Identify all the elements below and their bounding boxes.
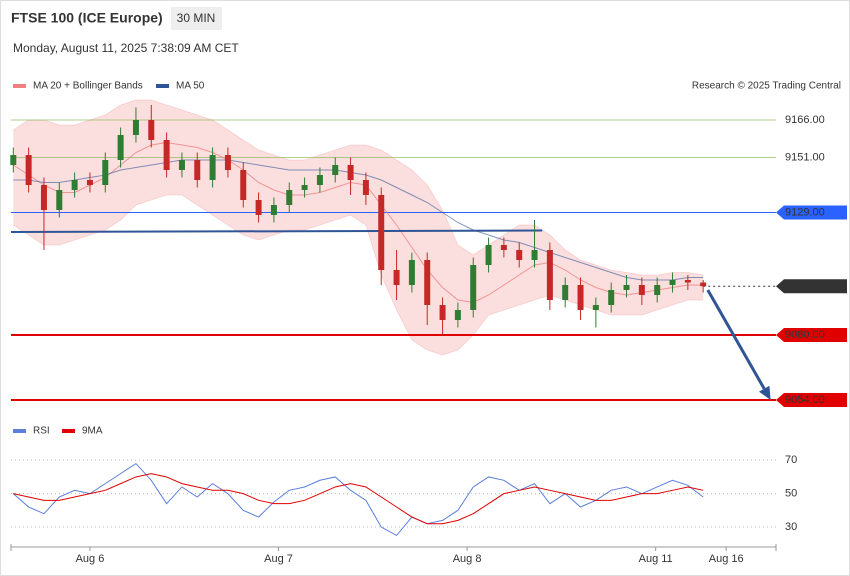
- y-tick-label: 30: [785, 521, 797, 533]
- candle-body: [40, 185, 47, 210]
- ma-line: [13, 159, 704, 281]
- band-edge: [13, 99, 704, 276]
- level-box: [776, 205, 847, 220]
- legend-swatch: [156, 84, 169, 88]
- candle-body: [301, 185, 308, 190]
- x-tick-label: Aug 11: [639, 553, 673, 565]
- chart-title: FTSE 100 (ICE Europe): [11, 10, 163, 26]
- candle-body: [194, 160, 201, 180]
- candle-body: [500, 245, 507, 250]
- candle-body: [347, 165, 354, 180]
- candle-body: [332, 165, 339, 175]
- rsi-line: [13, 473, 704, 525]
- level-label: 9099.50: [785, 280, 825, 292]
- x-tick-label: Aug 8: [453, 553, 482, 565]
- candle-body: [117, 135, 124, 160]
- level-label: 9166.00: [785, 114, 825, 126]
- candle-body: [485, 245, 492, 265]
- candle-body: [608, 290, 615, 305]
- x-tick-label: Aug 6: [76, 553, 105, 565]
- credit: Research © 2025 Trading Central: [692, 81, 841, 92]
- candle-body: [516, 250, 523, 260]
- candle-body: [378, 195, 385, 270]
- level-label: 9151.00: [785, 151, 825, 163]
- candle-body: [669, 280, 676, 285]
- level-box: [776, 328, 847, 342]
- candle-body: [255, 200, 262, 215]
- legend-swatch: [62, 429, 75, 433]
- candle-body: [408, 260, 415, 285]
- candle-body: [424, 260, 431, 305]
- candle-body: [439, 305, 446, 320]
- candle-body: [178, 160, 185, 170]
- legend-label: 9MA: [82, 426, 103, 437]
- candle-body: [638, 285, 645, 295]
- candle-body: [470, 265, 477, 310]
- candle-body: [10, 155, 17, 165]
- level-label: 9080.00: [785, 329, 825, 341]
- candle-body: [684, 280, 691, 283]
- x-tick-label: Aug 16: [709, 553, 744, 565]
- legend-swatch: [13, 429, 26, 433]
- candle-body: [562, 285, 569, 300]
- bollinger-band: [13, 100, 704, 355]
- rsi-line: [12, 462, 704, 537]
- interval: 30 MIN: [177, 11, 216, 25]
- level-box: [776, 393, 847, 407]
- forecast-arrow: [706, 289, 766, 390]
- interval-box: [171, 7, 222, 30]
- level-box: [776, 279, 847, 294]
- candle-body: [577, 285, 584, 310]
- y-tick-label: 50: [785, 488, 797, 500]
- candle-body: [623, 285, 630, 290]
- level-label: 9129.00: [785, 206, 825, 218]
- level-label: 9054.00: [785, 394, 825, 406]
- candle-body: [56, 190, 63, 210]
- candle-body: [592, 305, 599, 310]
- candle-body: [86, 180, 93, 185]
- candle-body: [270, 205, 277, 215]
- candle-body: [132, 120, 139, 135]
- candle-body: [148, 120, 155, 140]
- candle-body: [546, 250, 553, 300]
- candle-body: [654, 285, 661, 295]
- candle-body: [454, 310, 461, 320]
- x-tick-label: Aug 7: [264, 553, 293, 565]
- candle-body: [286, 190, 293, 205]
- legend-label: RSI: [33, 426, 50, 437]
- candle-body: [316, 175, 323, 185]
- arrow-head: [758, 385, 771, 400]
- legend-swatch: [13, 84, 26, 88]
- trendline: [10, 229, 543, 233]
- y-tick-label: 70: [785, 454, 797, 466]
- candle-body: [71, 180, 78, 190]
- candle-body: [209, 155, 216, 180]
- candle-body: [393, 270, 400, 285]
- timestamp: Monday, August 11, 2025 7:38:09 AM CET: [13, 41, 239, 55]
- candle-body: [240, 170, 247, 200]
- candle-body: [224, 155, 231, 170]
- ma-line: [13, 141, 704, 304]
- legend-label: MA 50: [176, 81, 205, 92]
- candle-body: [531, 250, 538, 260]
- candle-body: [163, 140, 170, 170]
- candle-body: [102, 160, 109, 185]
- candle-body: [700, 282, 707, 287]
- candle-body: [362, 180, 369, 195]
- candle-body: [25, 155, 32, 185]
- legend-label: MA 20 + Bollinger Bands: [33, 81, 143, 92]
